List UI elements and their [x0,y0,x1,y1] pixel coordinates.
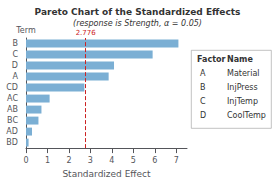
svg-text:InjTemp: InjTemp [227,97,258,106]
svg-text:InjPress: InjPress [227,83,258,92]
svg-text:A: A [200,69,206,78]
svg-text:2.776: 2.776 [76,29,97,37]
svg-text:AD: AD [6,127,18,136]
svg-text:C: C [200,97,206,106]
svg-text:3: 3 [88,156,93,165]
svg-text:2: 2 [66,156,71,165]
svg-text:CoolTemp: CoolTemp [227,111,266,120]
svg-text:6: 6 [152,156,157,165]
svg-text:(response is Strength, α = 0.0: (response is Strength, α = 0.05) [73,19,202,28]
svg-text:5: 5 [131,156,136,165]
svg-text:4: 4 [109,156,114,165]
svg-text:Pareto Chart of the Standardiz: Pareto Chart of the Standardized Effects [35,7,241,17]
svg-text:Factor: Factor [197,55,225,64]
svg-text:A: A [13,72,19,81]
svg-text:B: B [13,39,19,48]
svg-text:Name: Name [227,55,253,64]
svg-text:AC: AC [7,94,18,103]
svg-text:BC: BC [7,116,18,125]
svg-text:B: B [200,83,206,92]
svg-text:D: D [200,111,206,120]
svg-text:Term: Term [15,26,36,35]
svg-text:BD: BD [6,138,18,147]
svg-text:D: D [12,61,18,70]
svg-text:1: 1 [45,156,50,165]
svg-text:Standardized Effect: Standardized Effect [62,169,151,179]
svg-text:7: 7 [174,156,179,165]
svg-text:0: 0 [23,156,28,165]
svg-text:Material: Material [227,69,260,78]
svg-text:AB: AB [7,105,18,114]
svg-text:CD: CD [6,83,18,92]
svg-text:C: C [12,50,18,59]
